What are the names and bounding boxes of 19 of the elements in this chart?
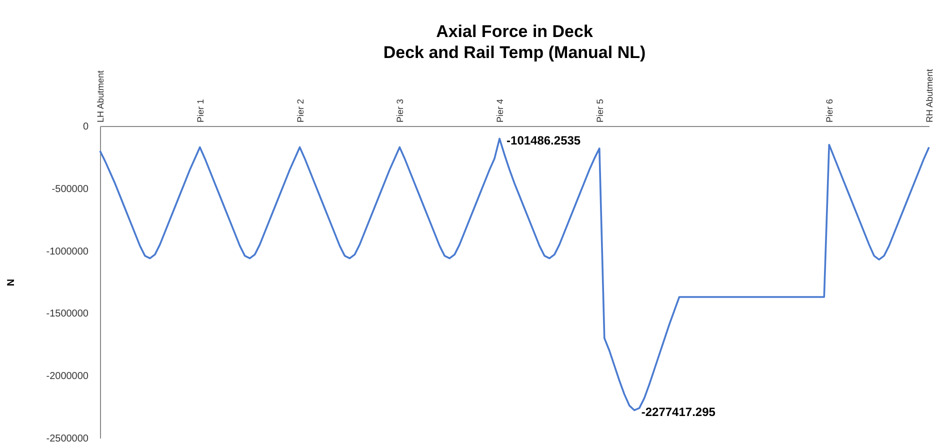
x-tick-label: Pier 1 xyxy=(195,98,206,122)
x-tick-label: Pier 6 xyxy=(824,98,835,122)
y-tick-label: -500000 xyxy=(52,184,89,195)
x-tick-label: RH Abutment xyxy=(924,68,934,122)
x-tick-label: Pier 4 xyxy=(495,98,506,122)
y-tick-label: 0 xyxy=(82,122,89,132)
x-tick-label: Pier 5 xyxy=(594,98,605,122)
x-tick-label: Pier 3 xyxy=(395,98,406,122)
x-tick-label: LH Abutment xyxy=(96,70,106,122)
x-tick-label: Pier 2 xyxy=(295,98,306,122)
y-tick-label: -2000000 xyxy=(46,371,89,382)
data-label: -101486.2535 xyxy=(506,134,581,148)
y-axis-title: N xyxy=(6,278,18,286)
data-label: -2277417.295 xyxy=(641,405,716,420)
y-tick-label: -2500000 xyxy=(46,434,89,444)
y-tick-label: -1000000 xyxy=(46,246,89,258)
chart-subtitle: Deck and Rail Temp (Manual NL) xyxy=(383,42,646,62)
y-tick-label: -1500000 xyxy=(46,308,89,320)
chart-title: Axial Force in Deck xyxy=(436,22,594,41)
